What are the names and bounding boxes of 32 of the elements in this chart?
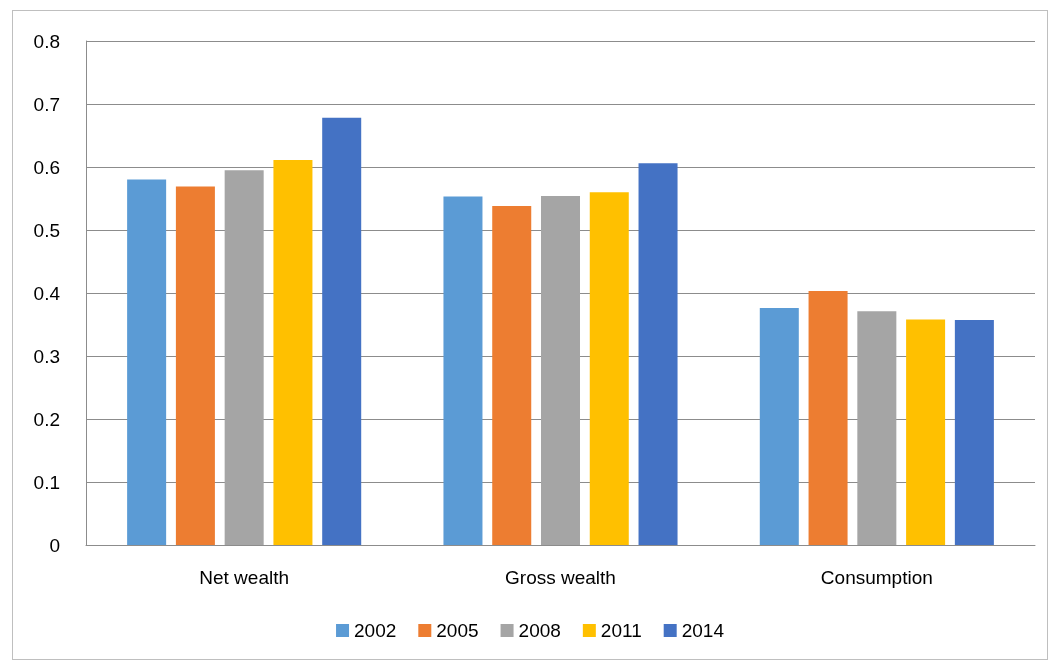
y-tick-label: 0.4 — [33, 282, 61, 304]
y-tick-label: 0.7 — [33, 93, 60, 115]
bar — [954, 320, 994, 545]
y-tick-label: 0 — [49, 534, 60, 556]
bar — [127, 179, 167, 545]
y-tick-label: 0.6 — [33, 156, 60, 178]
bar — [273, 160, 313, 545]
x-tick-label: Gross wealth — [505, 567, 616, 588]
y-tick-label: 0.3 — [33, 345, 60, 367]
legend-label: 2005 — [436, 620, 479, 641]
bar — [589, 192, 629, 545]
legend-label: 2008 — [518, 620, 561, 641]
bar — [808, 291, 848, 545]
x-tick-label: Consumption — [820, 567, 933, 588]
bar — [759, 308, 799, 545]
bar — [857, 311, 897, 545]
bar — [540, 195, 581, 545]
y-tick-label: 0.8 — [33, 30, 60, 52]
y-tick-label: 0.5 — [33, 219, 60, 241]
x-tick-label: Net wealth — [199, 567, 290, 588]
bar — [443, 196, 483, 545]
y-tick-label: 0.2 — [33, 408, 60, 430]
bar — [322, 117, 362, 545]
bar — [906, 319, 946, 545]
bar — [175, 186, 215, 545]
bar — [224, 170, 264, 545]
legend-label: 2011 — [600, 620, 642, 641]
legend-label: 2002 — [354, 620, 397, 641]
bar — [638, 163, 678, 545]
y-tick-label: 0.1 — [33, 471, 60, 493]
legend-label: 2014 — [681, 620, 725, 641]
bar — [492, 206, 532, 545]
